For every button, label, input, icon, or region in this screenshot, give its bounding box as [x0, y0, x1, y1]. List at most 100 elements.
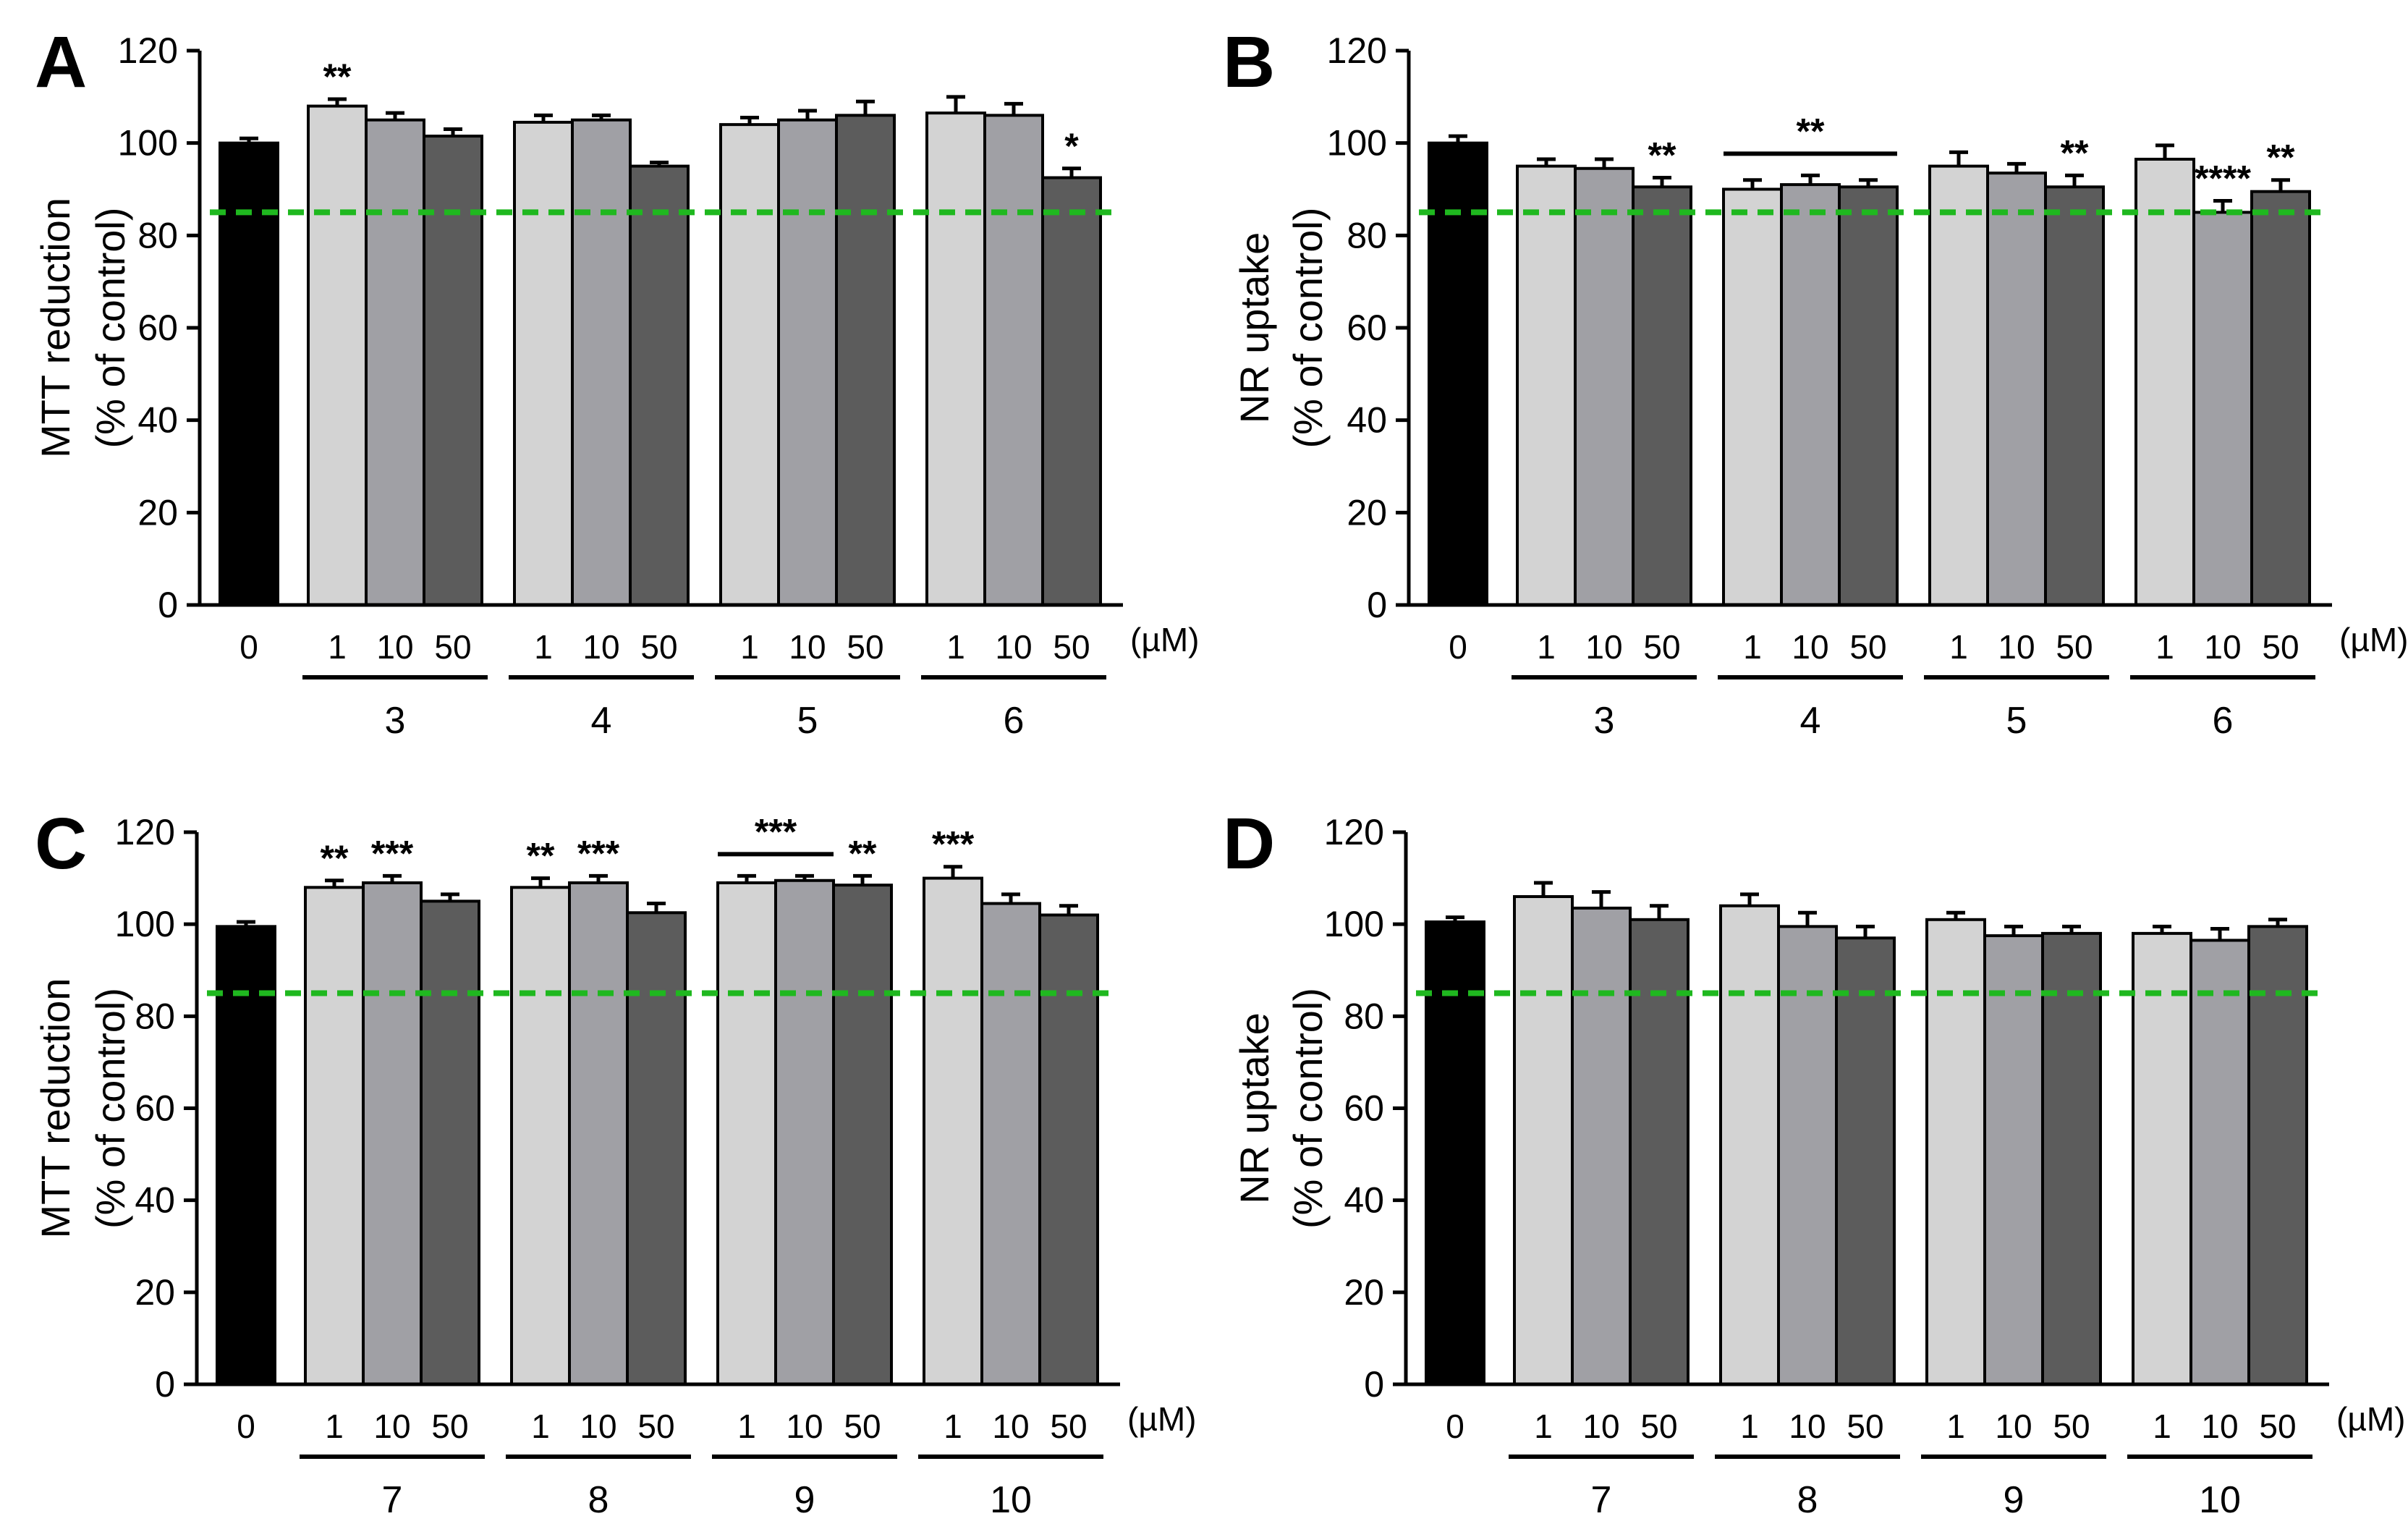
panel-c-bar-10-10 — [980, 902, 1041, 1386]
panel-b-dose-label: 50 — [1849, 628, 1886, 666]
panel-c-bar-9-50 — [832, 884, 893, 1386]
panel-c-bar-8-50 — [626, 911, 687, 1386]
panel-c-significance-7-1: ** — [321, 838, 349, 878]
panel-b-dose-label: 10 — [1998, 628, 2035, 666]
panel-c-dose-unit: (µM) — [1127, 1400, 1196, 1438]
panel-a-dose-label: 10 — [376, 628, 413, 666]
panel-b-bar-5-10 — [1986, 172, 2047, 607]
panel-c-bar-9-10 — [774, 878, 835, 1386]
panel-a-y-tick-label: 60 — [137, 308, 178, 348]
panel-d-group-label-9: 9 — [2004, 1479, 2025, 1521]
panel-a-dose-label: 50 — [1053, 628, 1090, 666]
panel-c-dose-label: 1 — [944, 1407, 962, 1445]
panel-b-y-axis-label: NR uptake — [1231, 232, 1277, 424]
panel-c-dose-label: 1 — [737, 1407, 756, 1445]
panel-a-dose-label: 10 — [582, 628, 619, 666]
panel-d-control-bar — [1425, 920, 1485, 1386]
panel-a-dose-label: 1 — [740, 628, 759, 666]
panel-a-dose-label: 50 — [640, 628, 677, 666]
panel-a-control-tick-label: 0 — [239, 628, 258, 666]
panel-a-y-tick-label: 40 — [137, 400, 178, 441]
panel-d-bar-8-1 — [1719, 904, 1780, 1386]
panel-b-control-tick-label: 0 — [1449, 628, 1467, 666]
panel-a-dose-label: 1 — [328, 628, 347, 666]
panel-b-bar-3-1 — [1516, 164, 1577, 607]
panel-b-group-label-4: 4 — [1800, 700, 1821, 742]
panel-a-bar-4-1 — [513, 120, 574, 607]
panel-d-y-tick-label: 120 — [1324, 812, 1384, 852]
panel-c-significance-8-10: *** — [577, 833, 620, 873]
panel-d-group-label-7: 7 — [1591, 1479, 1612, 1521]
panel-b-bar-5-1 — [1928, 164, 1989, 607]
panel-c-bar-10-50 — [1038, 913, 1099, 1386]
panel-a-y-axis-label: MTT reduction — [33, 198, 78, 458]
panel-b-dose-label: 50 — [2262, 628, 2299, 666]
panel-b-significance-6-10: **** — [2195, 158, 2251, 198]
panel-b-significance-5-50: ** — [2061, 132, 2089, 173]
panel-d-y-tick-label: 60 — [1344, 1088, 1384, 1129]
panel-b-dose-label: 1 — [1743, 628, 1762, 666]
panel-c-y-axis-label: MTT reduction — [33, 978, 78, 1239]
panel-a-y-axis-label-unit: (% of control) — [88, 208, 133, 449]
panel-b-y-tick-label: 100 — [1327, 123, 1387, 164]
panel-b-dose-label: 50 — [2056, 628, 2093, 666]
panel-a-bar-3-1 — [307, 104, 368, 607]
panel-b-bar-4-10 — [1780, 183, 1841, 607]
panel-a-dose-label: 50 — [847, 628, 883, 666]
panel-d-dose-label: 10 — [1789, 1407, 1826, 1445]
panel-d-dose-label: 1 — [2153, 1407, 2171, 1445]
panel-c-group-label-10: 10 — [990, 1479, 1032, 1521]
panel-a-bar-6-10 — [983, 114, 1044, 607]
panel-c-bar-7-50 — [420, 899, 480, 1386]
panel-d-bar-10-10 — [2189, 939, 2250, 1386]
panel-b-y-tick-label: 40 — [1347, 400, 1387, 441]
panel-d-bar-9-10 — [1983, 934, 2044, 1386]
panel-c-dose-label: 1 — [325, 1407, 344, 1445]
panel-c-dose-label: 10 — [786, 1407, 823, 1445]
panel-a-control-bar — [219, 141, 279, 606]
panel-d-y-tick-label: 80 — [1344, 996, 1384, 1036]
panel-c-y-tick-label: 20 — [135, 1272, 175, 1313]
panel-a-group-label-5: 5 — [797, 700, 818, 742]
panel-b-dose-label: 10 — [2204, 628, 2241, 666]
panel-d-y-tick-label: 20 — [1344, 1272, 1384, 1313]
panel-d-y-axis-label-unit: (% of control) — [1285, 988, 1331, 1229]
panel-a-bar-6-1 — [925, 111, 986, 607]
panel-d-y-tick-label: 0 — [1364, 1364, 1384, 1405]
panel-c-control-bar — [216, 925, 276, 1386]
panel-c-significance-8-1: ** — [527, 836, 555, 876]
panel-d-group-label-8: 8 — [1797, 1479, 1818, 1521]
panel-c-dose-label: 50 — [844, 1407, 881, 1445]
panel-a-letter: A — [35, 22, 87, 103]
panel-b-dose-label: 1 — [2155, 628, 2174, 666]
panel-c-dose-label: 50 — [431, 1407, 468, 1445]
panel-b-group-label-5: 5 — [2006, 700, 2027, 742]
panel-c-dose-label: 50 — [1050, 1407, 1087, 1445]
panel-b-significance-3-50: ** — [1648, 135, 1676, 176]
panel-c-y-tick-label: 120 — [115, 812, 175, 852]
panel-b-dose-label: 10 — [1792, 628, 1828, 666]
panel-a-dose-label: 50 — [434, 628, 471, 666]
panel-c-bar-7-1 — [304, 886, 365, 1386]
panel-b-bar-3-50 — [1632, 185, 1692, 606]
panel-d-group-label-10: 10 — [2199, 1479, 2241, 1521]
panel-d-y-axis-label: NR uptake — [1231, 1012, 1277, 1204]
panel-b-control-bar — [1428, 141, 1488, 606]
panel-b-dose-label: 1 — [1537, 628, 1556, 666]
panel-d-dose-label: 1 — [1534, 1407, 1553, 1445]
panel-a-group-label-3: 3 — [385, 700, 406, 742]
panel-d-dose-unit: (µM) — [2336, 1400, 2405, 1438]
panel-a-bar-6-50 — [1041, 176, 1102, 606]
panel-c-dose-label: 10 — [992, 1407, 1029, 1445]
panel-a-bar-4-50 — [629, 164, 690, 607]
panel-b-dose-label: 1 — [1949, 628, 1968, 666]
panel-d-bar-7-50 — [1629, 918, 1690, 1386]
panel-b-bar-4-1 — [1722, 187, 1783, 606]
panel-a-group-label-6: 6 — [1004, 700, 1025, 742]
panel-a-dose-label: 1 — [534, 628, 553, 666]
panel-a-bar-5-1 — [719, 123, 780, 606]
panel-d-bar-7-1 — [1513, 895, 1574, 1386]
panel-d-dose-label: 10 — [1582, 1407, 1619, 1445]
panel-a-group-label-4: 4 — [591, 700, 612, 742]
panel-a-bar-3-10 — [365, 118, 425, 606]
